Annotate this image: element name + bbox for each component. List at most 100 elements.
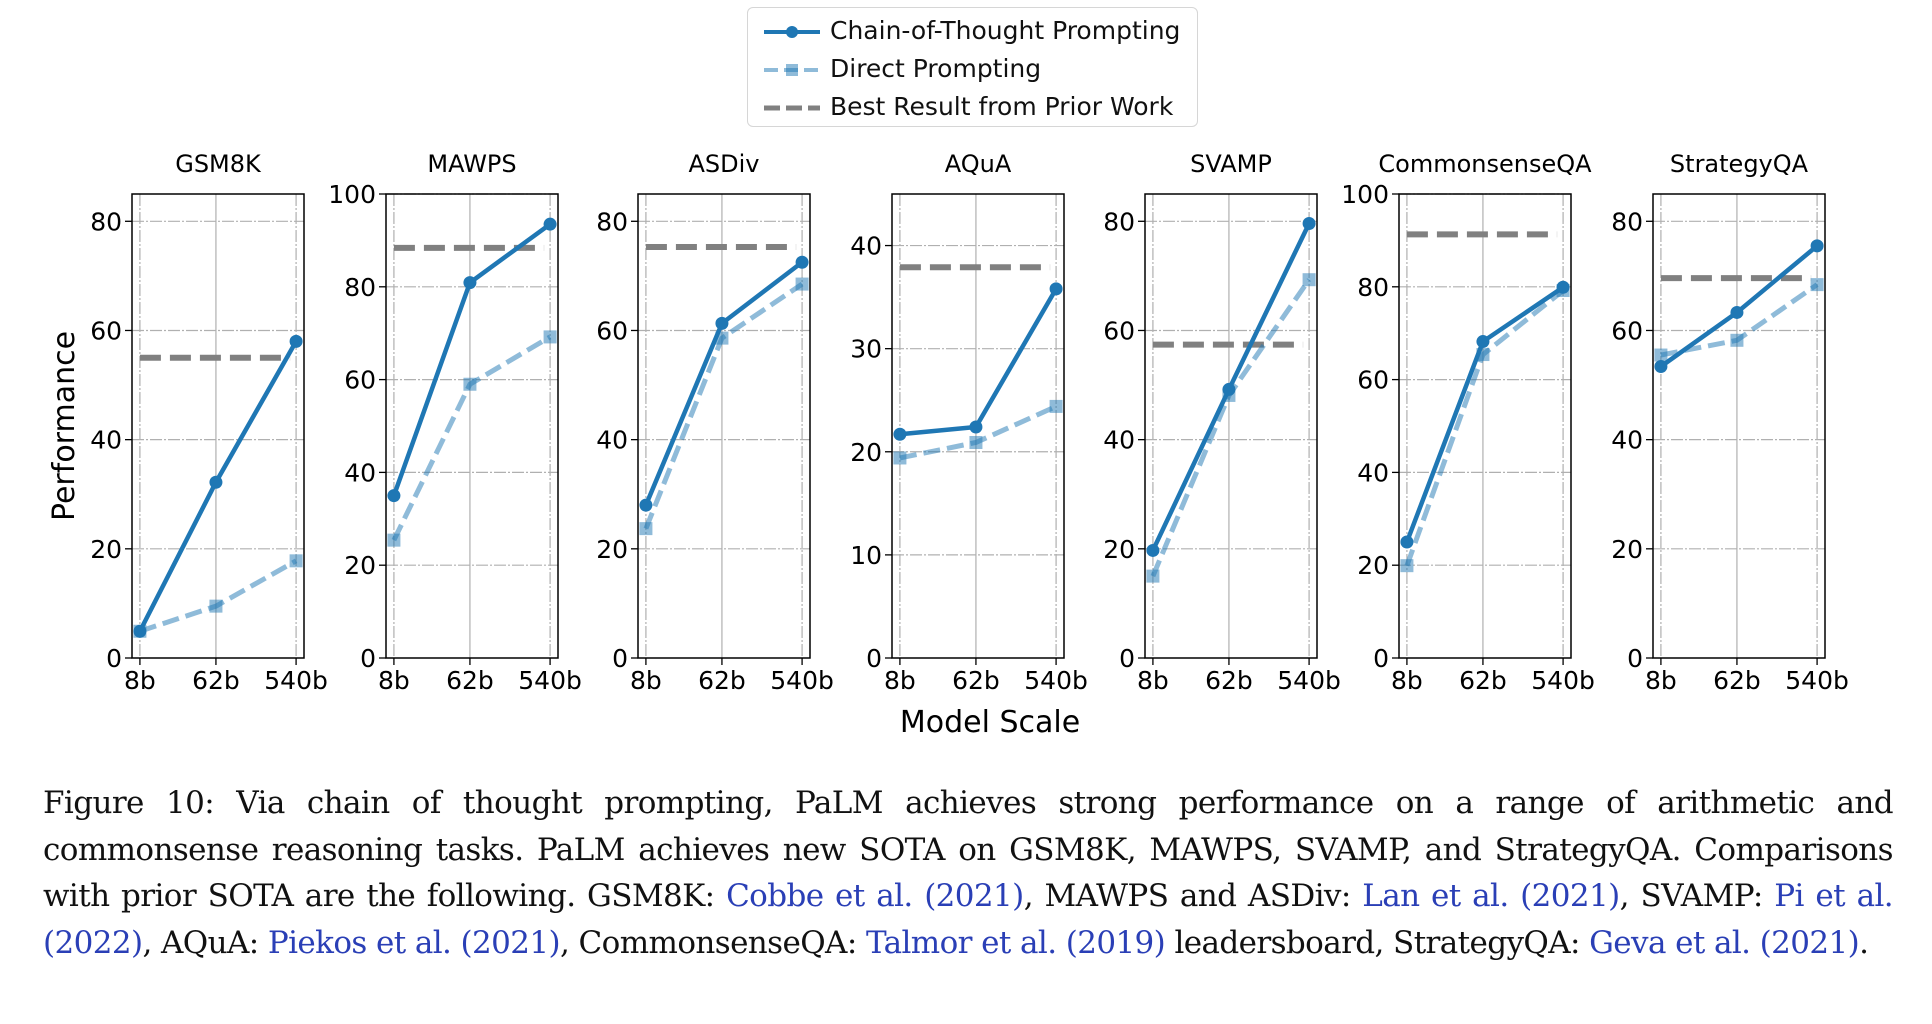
subplot-title: SVAMP [1190, 150, 1272, 178]
y-tick-label: 60 [90, 316, 122, 345]
x-tick-label: 540b [770, 666, 834, 695]
axes-frame [385, 193, 559, 659]
direct-prompting-point [1146, 569, 1160, 583]
legend-item-direct: Direct Prompting [748, 52, 1197, 88]
figure-caption: Figure 10: Via chain of thought promptin… [43, 780, 1894, 966]
subplot-title: GSM8K [175, 150, 262, 178]
x-tick-label: 62b [1459, 666, 1507, 695]
y-tick-label: 60 [1103, 316, 1135, 345]
subplot-title: MAWPS [427, 150, 516, 178]
axes-frame [1652, 193, 1826, 659]
y-tick-label: 0 [866, 644, 882, 673]
x-tick-label: 8b [378, 666, 410, 695]
cot-point [893, 427, 907, 441]
cot-line [1659, 244, 1819, 369]
cot-point [1049, 282, 1063, 296]
legend: Chain-of-Thought Prompting Direct Prompt… [747, 7, 1198, 127]
y-tick-label: 40 [850, 232, 882, 261]
cot-point [969, 420, 983, 434]
y-tick-label: 20 [90, 535, 122, 564]
y-tick-label: 30 [850, 335, 882, 364]
axes-frame [1144, 193, 1318, 659]
subplot-mawps: MAWPS 0 20 40 60 80 100 8b 62b 540b [328, 150, 582, 695]
caption-text: . [1859, 924, 1869, 961]
citation-link[interactable]: Piekos et al. (2021) [267, 924, 561, 961]
cot-point [715, 316, 729, 330]
plot-area: Performance Model Scale GSM8K 0 20 40 60 80 8b… [47, 150, 1849, 740]
x-tick-label: 62b [192, 666, 240, 695]
x-tick-label: 540b [518, 666, 582, 695]
direct-prompting-point [639, 522, 653, 536]
x-tick-label: 8b [884, 666, 916, 695]
direct-prompting-point [1730, 333, 1744, 347]
legend-label-direct: Direct Prompting [830, 54, 1042, 83]
direct-prompting-point [463, 377, 477, 391]
y-tick-label: 20 [1103, 535, 1135, 564]
y-tick-label: 80 [90, 207, 122, 236]
x-tick-label: 540b [1024, 666, 1088, 695]
citation-link[interactable]: Pi et al. (2022) [43, 878, 1894, 961]
subplot-title: CommonsenseQA [1378, 150, 1592, 178]
cot-point [639, 498, 653, 512]
x-tick-label: 62b [1205, 666, 1253, 695]
citation-link[interactable]: Geva et al. (2021) [1589, 924, 1860, 961]
x-tick-label: 62b [698, 666, 746, 695]
citation-link[interactable]: Lan et al. (2021) [1362, 878, 1620, 914]
caption-text: , CommonsenseQA: [560, 924, 866, 961]
y-tick-label: 40 [1611, 426, 1643, 455]
direct-prompting-point [893, 451, 907, 465]
cot-point [209, 475, 223, 489]
axes-frame [1398, 193, 1572, 659]
subplot-strategyqa: StrategyQA 0 20 40 60 80 8b 62b 540b [1611, 150, 1849, 695]
y-tick-label: 80 [1103, 207, 1135, 236]
y-tick-label: 0 [1373, 644, 1389, 673]
subplot-title: ASDiv [688, 150, 759, 178]
y-tick-label: 20 [1611, 535, 1643, 564]
axes-frame [131, 193, 305, 659]
cot-line [1404, 285, 1565, 543]
direct-prompting-point [1302, 273, 1316, 287]
cot-point [1654, 359, 1668, 373]
x-tick-label: 62b [1713, 666, 1761, 695]
x-tick-label: 540b [1531, 666, 1595, 695]
y-tick-label: 60 [1611, 316, 1643, 345]
y-tick-label: 80 [596, 207, 628, 236]
y-tick-label: 40 [344, 458, 376, 487]
legend-cot-swatch-icon [764, 26, 820, 38]
legend-label-cot: Chain-of-Thought Prompting [830, 16, 1181, 45]
cot-point [1476, 335, 1490, 349]
y-axis-label: Performance [47, 331, 82, 521]
y-tick-label: 100 [1341, 180, 1389, 209]
y-tick-label: 100 [328, 180, 376, 209]
cot-point [289, 334, 303, 348]
x-tick-label: 540b [1277, 666, 1341, 695]
x-tick-label: 8b [1645, 666, 1677, 695]
citation-link[interactable]: Cobbe et al. (2021) [726, 878, 1024, 914]
direct-prompting-point [1049, 399, 1063, 413]
x-tick-label: 8b [1137, 666, 1169, 695]
citation-link[interactable]: Talmor et al. (2019) [865, 924, 1166, 961]
legend-item-cot: Chain-of-Thought Prompting [748, 14, 1197, 50]
y-tick-label: 0 [360, 644, 376, 673]
caption-text: , MAWPS and ASDiv: [1023, 878, 1363, 914]
subplot-aqua: AQuA 0 10 20 30 40 8b 62b 540b [850, 150, 1088, 695]
y-tick-label: 40 [1103, 426, 1135, 455]
y-tick-label: 20 [596, 535, 628, 564]
y-tick-label: 20 [344, 551, 376, 580]
y-tick-label: 60 [1357, 366, 1389, 395]
x-tick-label: 8b [630, 666, 662, 695]
subplot-title: AQuA [945, 150, 1012, 178]
y-tick-label: 20 [850, 438, 882, 467]
subplot-asdiv: ASDiv 0 20 40 60 80 8b 62b 540b [596, 150, 834, 695]
y-tick-label: 40 [596, 426, 628, 455]
y-tick-label: 80 [1611, 207, 1643, 236]
cot-point [133, 624, 147, 638]
caption-text: , SVAMP: [1619, 878, 1775, 914]
cot-point [795, 255, 809, 269]
y-tick-label: 60 [596, 316, 628, 345]
figure: Chain-of-Thought Prompting Direct Prompt… [47, 7, 1849, 740]
axes-frame [891, 193, 1065, 659]
y-tick-label: 80 [1357, 273, 1389, 302]
cot-point [1730, 305, 1744, 319]
legend-item-prior: Best Result from Prior Work [748, 90, 1197, 126]
